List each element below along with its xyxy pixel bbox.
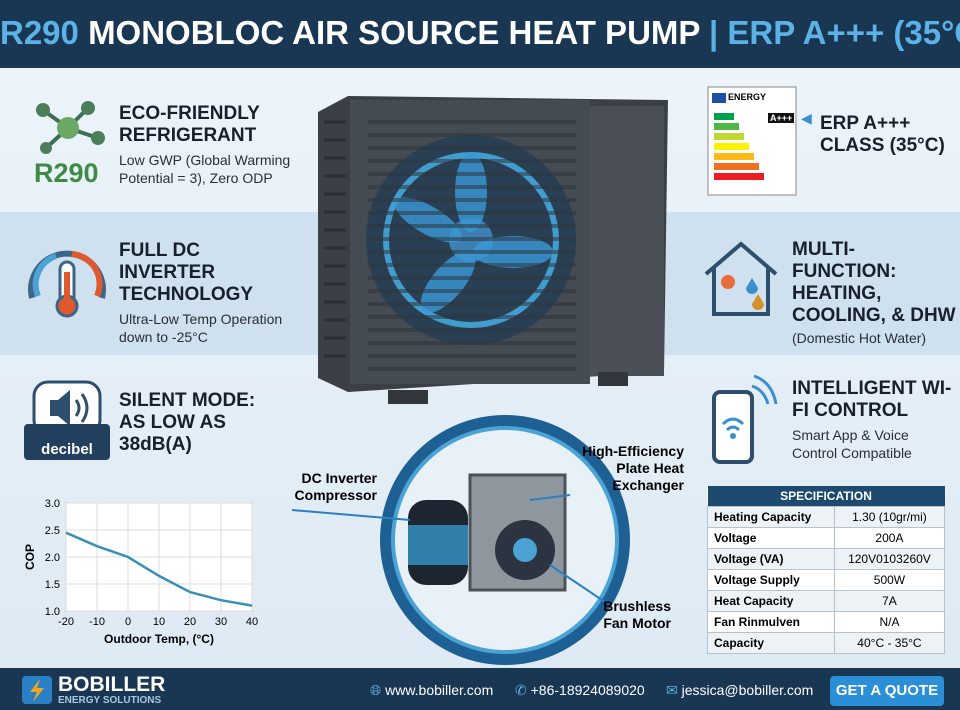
spec-label: Fan Rinmulven bbox=[707, 611, 835, 633]
website[interactable]: 🌐︎ www.bobiller.com bbox=[370, 682, 494, 698]
cop-line bbox=[65, 531, 253, 607]
table-row: Heating Capacity 1.30 (10gr/mi) bbox=[707, 506, 946, 528]
heat-pump-image bbox=[318, 96, 668, 404]
spec-label: Heating Capacity bbox=[707, 506, 835, 528]
table-row: Voltage 200A bbox=[707, 527, 946, 549]
spec-value: 1.30 (10gr/mi) bbox=[833, 506, 946, 528]
feature: MULTI-FUNCTION: HEATING, COOLING, & DHW … bbox=[792, 239, 957, 347]
x-tick-label: 40 bbox=[246, 616, 258, 628]
speaker-icon bbox=[24, 380, 110, 460]
quote-button[interactable]: GET A QUOTE bbox=[830, 676, 944, 706]
footer-bar bbox=[0, 668, 960, 710]
feature: ECO-FRIENDLY REFRIGERANT Low GWP (Global… bbox=[119, 103, 299, 187]
decibel-label: decibel bbox=[41, 441, 93, 458]
gauge-icon bbox=[28, 250, 106, 318]
feature-title: SILENT MODE: AS LOW AS 38dB(A) bbox=[119, 390, 256, 455]
y-tick-label: 1.5 bbox=[45, 579, 60, 591]
feature-desc: Low GWP (Global Warming Potential = 3), … bbox=[119, 152, 291, 186]
spec-value: 40°C - 35°C bbox=[833, 632, 946, 654]
y-tick-label: 2.0 bbox=[45, 552, 60, 564]
feature-title: MULTI-FUNCTION: HEATING, COOLING, & DHW bbox=[792, 239, 956, 326]
cop-chart: 1.0 1.5 2.0 2.5 3.0 -20 -10 0 10 20 30 40 Outdoor Te… bbox=[23, 498, 258, 646]
email[interactable]: ✉ jessica@bobiller.com bbox=[666, 682, 814, 698]
x-tick-label: 30 bbox=[215, 616, 227, 628]
energy-label-heading: ENERGY bbox=[728, 92, 767, 102]
title-prefix: R290 bbox=[0, 14, 79, 51]
house-icon bbox=[704, 241, 778, 316]
feature: ERP A+++ CLASS (35°C) bbox=[820, 113, 950, 157]
spec-table: SPECIFICATION Heating Capacity 1.30 (10gr… bbox=[707, 486, 946, 654]
spec-value: N/A bbox=[833, 611, 946, 633]
phone-text: +86-18924089020 bbox=[530, 682, 645, 698]
table-row: Heat Capacity 7A bbox=[707, 590, 946, 612]
feature-desc: (Domestic Hot Water) bbox=[792, 330, 927, 346]
logo-icon bbox=[22, 676, 52, 704]
spec-value: 7A bbox=[833, 590, 946, 612]
y-tick-label: 2.5 bbox=[45, 525, 60, 537]
table-row: Fan Rinmulven N/A bbox=[707, 611, 946, 633]
y-tick-label: 3.0 bbox=[45, 498, 60, 510]
pointer: ◀ bbox=[801, 110, 812, 126]
table-row: Voltage Supply 500W bbox=[707, 569, 946, 591]
energy-class: A+++ bbox=[770, 113, 793, 123]
feature-title: ERP A+++ CLASS (35°C) bbox=[820, 113, 945, 156]
x-tick-label: 20 bbox=[184, 616, 196, 628]
spec-label: Capacity bbox=[707, 632, 835, 654]
component-label: Brushless Fan Motor bbox=[603, 598, 671, 631]
x-axis-label: Outdoor Temp, (°C) bbox=[104, 632, 214, 646]
spec-value: 120V0103260V bbox=[833, 548, 946, 570]
header-bar bbox=[0, 0, 960, 68]
x-tick-label: -20 bbox=[58, 616, 74, 628]
table-row: Voltage (VA) 120V0103260V bbox=[707, 548, 946, 570]
feature-title: ECO-FRIENDLY REFRIGERANT bbox=[119, 103, 260, 146]
title-suffix: | ERP A+++ (35°C) bbox=[708, 14, 960, 51]
phone-icon bbox=[712, 374, 778, 464]
header-title: R290 MONOBLOC AIR SOURCE HEAT PUMP | ERP… bbox=[0, 14, 960, 52]
r290-label: R290 bbox=[34, 158, 99, 188]
feature-title: INTELLIGENT WI-FI CONTROL bbox=[792, 378, 952, 421]
components-diagram bbox=[291, 415, 630, 665]
feature: INTELLIGENT WI-FI CONTROL Smart App & Vo… bbox=[792, 378, 952, 462]
x-tick-label: 10 bbox=[153, 616, 165, 628]
title-main: MONOBLOC AIR SOURCE HEAT PUMP bbox=[88, 14, 700, 51]
feature: FULL DC INVERTER TECHNOLOGY Ultra-Low Te… bbox=[119, 240, 299, 346]
phone[interactable]: ✆ +86-18924089020 bbox=[515, 682, 645, 698]
tagline: ENERGY SOLUTIONS bbox=[58, 695, 162, 706]
energy-label-icon bbox=[707, 86, 797, 196]
x-tick-label: -10 bbox=[89, 616, 105, 628]
spec-value: 200A bbox=[833, 527, 946, 549]
email-text: jessica@bobiller.com bbox=[681, 682, 814, 698]
table-row: Capacity 40°C - 35°C bbox=[707, 632, 946, 654]
y-axis-label: COP bbox=[23, 544, 37, 570]
y-tick-label: 1.0 bbox=[45, 606, 60, 618]
feature: SILENT MODE: AS LOW AS 38dB(A) bbox=[119, 390, 259, 456]
website-text: www.bobiller.com bbox=[385, 682, 494, 698]
spec-label: Voltage Supply bbox=[707, 569, 835, 591]
feature-desc: Ultra-Low Temp Operation down to -25°C bbox=[119, 311, 283, 345]
brand: BOBILLER bbox=[58, 673, 166, 696]
table-title: SPECIFICATION bbox=[707, 486, 945, 507]
component-label: High-Efficiency Plate Heat Exchanger bbox=[582, 443, 684, 493]
feature-title: FULL DC INVERTER TECHNOLOGY bbox=[119, 240, 254, 305]
spec-label: Voltage (VA) bbox=[707, 548, 835, 570]
spec-label: Heat Capacity bbox=[707, 590, 835, 612]
spec-label: Voltage bbox=[707, 527, 835, 549]
feature-desc: Smart App & Voice Control Compatible bbox=[792, 427, 912, 461]
x-tick-label: 0 bbox=[125, 616, 131, 628]
component-label: DC Inverter Compressor bbox=[294, 470, 377, 503]
molecule-icon bbox=[36, 101, 105, 154]
spec-value: 500W bbox=[833, 569, 946, 591]
